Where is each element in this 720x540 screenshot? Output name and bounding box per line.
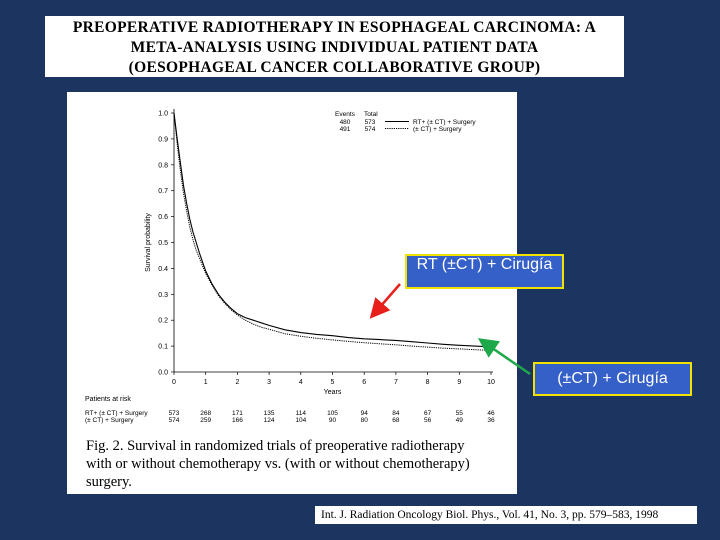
y-tick-label: 1.0 [158,111,168,118]
risk-value: 574 [169,417,180,424]
legend-total-value: 573 [365,119,376,126]
x-tick-label: 0 [172,379,176,386]
figure-caption: Fig. 2. Survival in randomized trials of… [86,437,511,491]
risk-value: 135 [264,410,275,417]
caption-line-1: Fig. 2. Survival in randomized trials of… [86,438,465,454]
callout-ct-surgery: (±CT) + Cirugía [533,362,692,396]
x-tick-label: 4 [299,379,303,386]
x-tick-label: 9 [457,379,461,386]
risk-value: 46 [487,410,495,417]
legend-events-value: 480 [340,119,351,126]
y-tick-label: 0.0 [158,370,168,377]
risk-value: 94 [361,410,369,417]
title-line-3: (OESOPHAGEAL CANCER COLLABORATIVE GROUP) [128,59,541,76]
x-tick-label: 10 [487,379,495,386]
y-tick-label: 0.1 [158,344,168,351]
y-axis-label: Survival probability [145,213,152,272]
survival-chart: 0.00.10.20.30.40.50.60.70.80.91.00 1 2 3 4 5 6… [85,109,495,424]
slide-title: PREOPERATIVE RADIOTHERAPY IN ESOPHAGEAL … [45,16,624,77]
legend-entry-label: (± CT) + Surgery [413,126,462,133]
risk-value: 114 [296,410,307,417]
x-tick-label: 8 [426,379,430,386]
x-tick-label: 5 [331,379,335,386]
x-tick-label: 3 [267,379,271,386]
callout-ct-label: (±CT) + Cirugía [557,370,668,387]
risk-row-label: RT+ (± CT) + Surgery [85,410,148,417]
legend-total-value: 574 [365,126,376,133]
legend-header-total: Total [364,111,378,118]
title-line-1: PREOPERATIVE RADIOTHERAPY IN ESOPHAGEAL … [72,19,597,36]
risk-value: 36 [487,417,495,424]
y-tick-label: 0.8 [158,162,168,169]
y-tick-label: 0.7 [158,188,168,195]
x-axis-label: Years [324,389,342,396]
risk-row-label: (± CT) + Surgery [85,417,134,424]
x-tick-label: 7 [394,379,398,386]
legend-events-value: 491 [340,126,351,133]
y-tick-label: 0.6 [158,214,168,221]
x-tick-label: 1 [204,379,208,386]
y-tick-label: 0.2 [158,318,168,325]
series-line-surgery [173,112,492,351]
risk-value: 84 [392,410,400,417]
x-tick-label: 2 [235,379,239,386]
risk-value: 105 [327,410,338,417]
y-tick-label: 0.4 [158,266,168,273]
risk-value: 259 [200,417,211,424]
risk-value: 80 [361,417,369,424]
risk-value: 104 [295,417,306,424]
risk-value: 268 [200,410,211,417]
risk-value: 573 [169,410,180,417]
caption-line-2: with or without chemotherapy vs. (with o… [86,456,470,472]
risk-value: 166 [232,417,243,424]
y-tick-label: 0.5 [158,240,168,247]
y-tick-label: 0.9 [158,136,168,143]
figure-panel: 0.0 0.1 0.2 0.3 0.4 0.5 0.6 0.7 0.8 0.9 1.0 0 1 2 3 4 5 6… [67,92,517,494]
callout-rt-surgery: RT (±CT) + Cirugía [405,254,564,289]
legend-header-events: Events [335,111,356,118]
title-line-2: META-ANALYSIS USING INDIVIDUAL PATIENT D… [130,39,539,56]
caption-line-3: surgery. [86,474,132,490]
callout-rt-label: RT (±CT) + Cirugía [416,256,553,273]
reference-citation: Int. J. Radiation Oncology Biol. Phys., … [315,506,697,524]
legend-entry-label: RT+ (± CT) + Surgery [413,119,476,126]
x-tick-label: 6 [362,379,366,386]
risk-value: 90 [329,417,337,424]
risk-value: 171 [232,410,243,417]
risk-value: 56 [424,417,432,424]
risk-value: 55 [456,410,464,417]
risk-value: 49 [456,417,464,424]
risk-value: 67 [424,410,432,417]
patients-at-risk-title: Patients at risk [85,396,131,403]
y-tick-label: 0.3 [158,292,168,299]
risk-value: 124 [264,417,275,424]
risk-value: 68 [392,417,400,424]
series-line-rt-surgery [173,112,492,348]
